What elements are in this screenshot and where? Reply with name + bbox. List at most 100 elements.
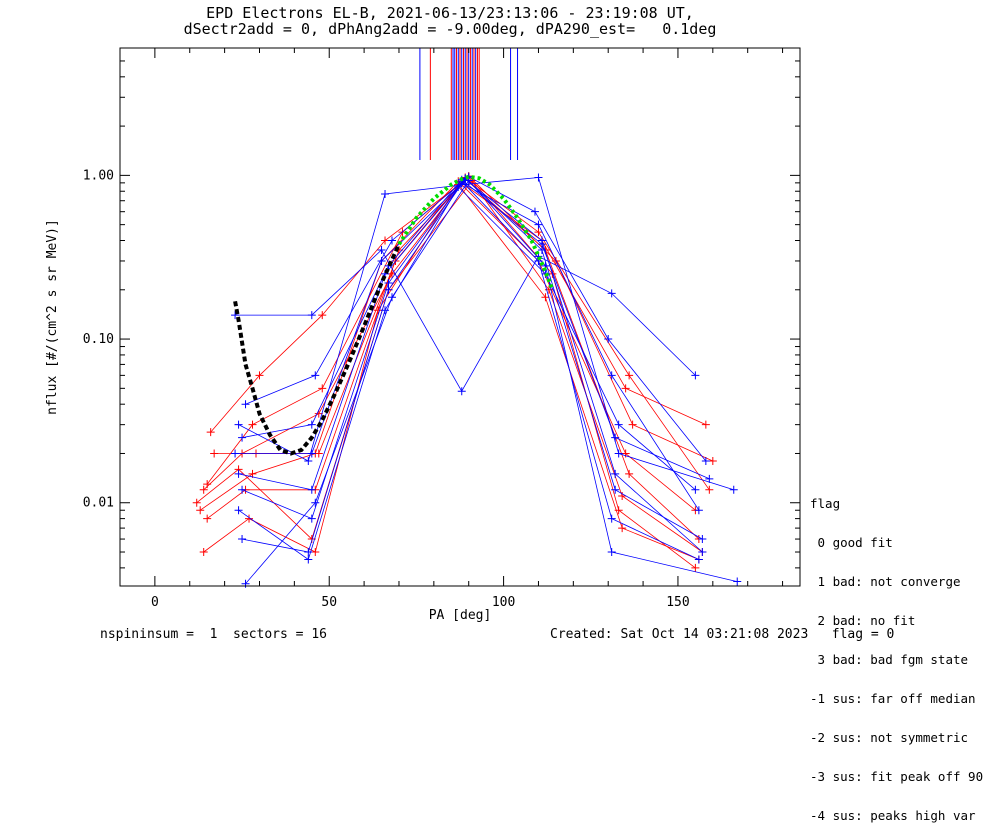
series-line <box>206 176 703 553</box>
data-point <box>318 384 327 393</box>
data-point <box>607 548 616 557</box>
data-point <box>231 449 240 458</box>
plot-frame <box>119 47 801 587</box>
data-point <box>307 449 316 458</box>
data-point <box>231 311 240 320</box>
series-line <box>238 180 700 561</box>
data-point <box>618 524 627 533</box>
data-point <box>238 535 247 544</box>
data-point <box>381 189 390 198</box>
series-line <box>242 178 703 553</box>
data-point <box>607 289 616 298</box>
data-point <box>206 428 215 437</box>
series-line <box>241 177 703 540</box>
series-line <box>242 179 710 480</box>
x-tick-label: 50 <box>321 595 337 610</box>
data-point <box>311 371 320 380</box>
x-tick-label: 150 <box>666 595 689 610</box>
data-point <box>614 420 623 429</box>
legend-item: 1 bad: not converge <box>810 574 961 589</box>
data-point <box>611 469 620 478</box>
y-tick-label: 0.10 <box>83 332 114 347</box>
data-point <box>199 548 208 557</box>
data-point <box>192 498 201 507</box>
data-point <box>625 469 634 478</box>
data-point <box>210 449 219 458</box>
data-point <box>607 514 616 523</box>
data-point <box>307 514 316 523</box>
data-point <box>544 285 553 294</box>
data-point <box>196 506 205 515</box>
axes-layer: 0 50 100 150 0.01 0.10 1.00 PA [deg] nflux [#/(c… <box>45 47 800 623</box>
data-point <box>311 548 320 557</box>
data-point <box>255 371 264 380</box>
data-point <box>311 498 320 507</box>
data-point <box>318 311 327 320</box>
data-point <box>691 485 700 494</box>
legend-title: flag <box>810 496 841 511</box>
data-point <box>708 456 717 465</box>
data-point <box>694 506 703 515</box>
data-point <box>307 420 316 429</box>
data-point <box>203 480 212 489</box>
footer-spin-info: nspininsum = 1 sectors = 16 <box>100 627 327 642</box>
data-point <box>541 293 550 302</box>
data-point <box>621 384 630 393</box>
series-line <box>214 176 710 491</box>
data-point <box>199 485 208 494</box>
data-point <box>234 469 243 478</box>
data-point <box>314 449 323 458</box>
data-point <box>729 485 738 494</box>
data-point <box>705 474 714 483</box>
flag-legend: flag 0 good fit 1 bad: not converge 2 ba… <box>810 471 983 835</box>
data-point <box>248 420 257 429</box>
data-point <box>384 285 393 294</box>
data-point <box>705 485 714 494</box>
data-point <box>534 220 543 229</box>
series-line <box>203 183 700 560</box>
data-point <box>381 236 390 245</box>
data-point <box>307 311 316 320</box>
data-point <box>691 563 700 572</box>
data-point <box>733 577 742 586</box>
data-point <box>234 506 243 515</box>
series-line <box>238 177 734 491</box>
data-point <box>304 555 313 564</box>
data-point <box>241 400 250 409</box>
data-point <box>611 485 620 494</box>
data-point <box>625 371 634 380</box>
data-point <box>628 420 637 429</box>
data-point <box>238 485 247 494</box>
y-axis-label: nflux [#/(cm^2 s sr MeV)] <box>45 219 60 415</box>
data-point <box>203 514 212 523</box>
data-point <box>694 555 703 564</box>
legend-item: 2 bad: no fit <box>810 613 916 628</box>
data-point <box>457 387 466 396</box>
data-point <box>234 420 243 429</box>
data-point <box>530 207 539 216</box>
legend-item: -1 sus: far off median <box>810 691 976 706</box>
series-line <box>206 175 713 485</box>
chart-title-line1: EPD Electrons EL-B, 2021-06-13/23:13:06 … <box>206 4 694 22</box>
data-layer <box>192 48 742 588</box>
data-point <box>384 279 393 288</box>
data-point <box>534 228 543 237</box>
data-point <box>388 293 396 302</box>
data-point <box>245 514 254 523</box>
data-point <box>374 306 383 315</box>
data-point <box>381 306 390 315</box>
legend-item: -4 sus: peaks high var <box>810 808 976 823</box>
data-point <box>691 371 700 380</box>
data-point <box>607 371 616 380</box>
data-point <box>698 535 707 544</box>
series-line <box>210 182 706 433</box>
data-point <box>621 449 630 458</box>
x-tick-label: 0 <box>151 595 159 610</box>
legend-item: 0 good fit <box>810 535 893 550</box>
data-point <box>304 456 313 465</box>
legend-item: -2 sus: not symmetric <box>810 730 969 745</box>
data-point <box>534 173 543 182</box>
fit-line <box>233 243 401 456</box>
data-point <box>537 240 546 249</box>
series-line <box>199 180 696 511</box>
